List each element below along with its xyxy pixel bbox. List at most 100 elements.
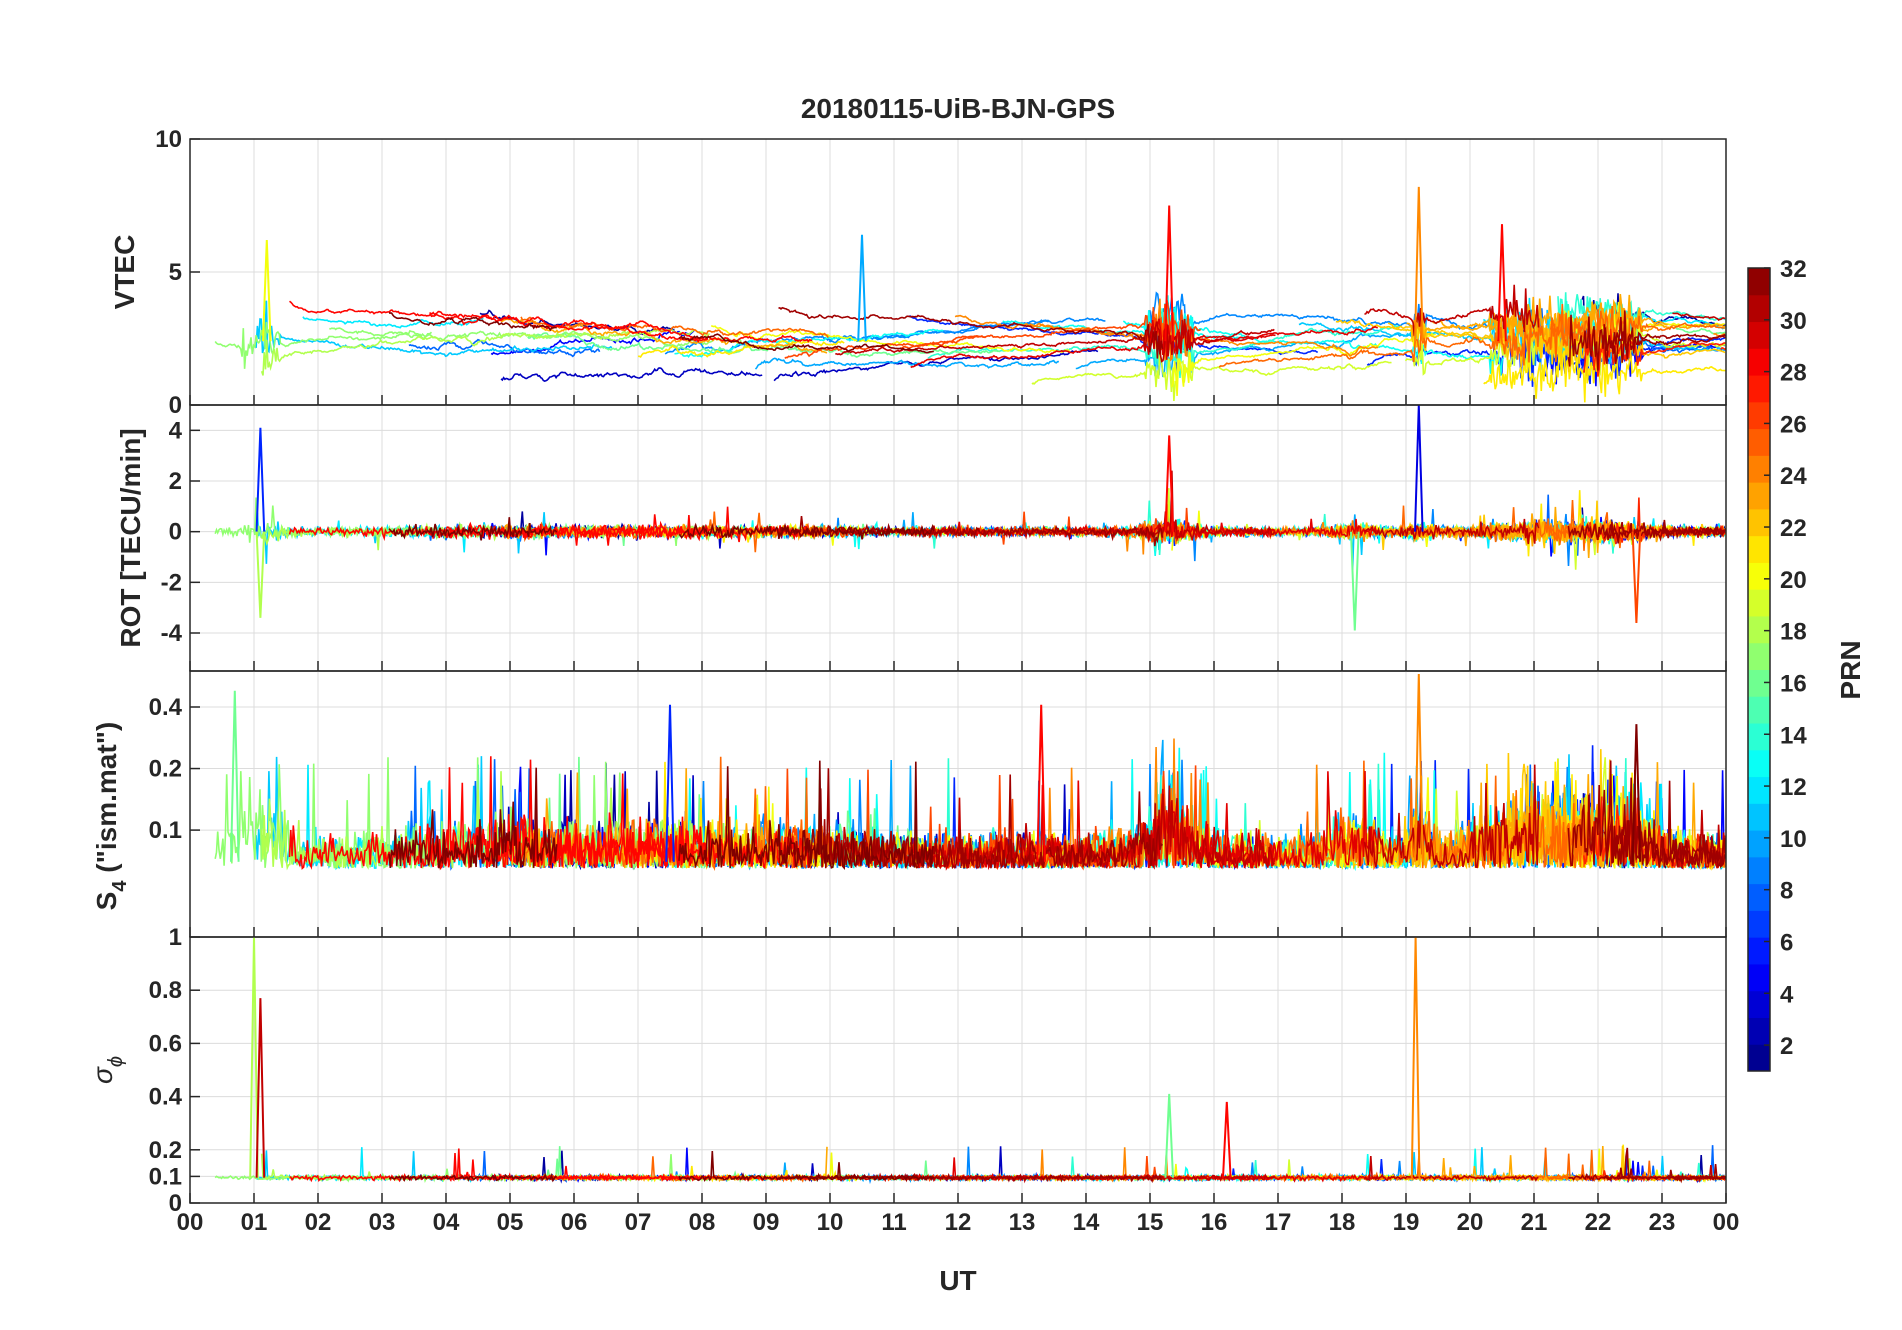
series-line-prn-31 <box>1567 310 1726 371</box>
panel-sigma-phi-frame <box>189 936 1727 1204</box>
x-tick-label: 18 <box>1329 1209 1356 1236</box>
series-line-prn-23 <box>500 318 828 354</box>
x-tick-label: 17 <box>1265 1209 1292 1236</box>
colorbar-cell <box>1748 883 1770 911</box>
series-line-prn-25 <box>520 316 829 339</box>
colorbar-cell <box>1748 669 1770 697</box>
series-line-prn-31 <box>777 516 1164 547</box>
colorbar-tick-label: 8 <box>1780 878 1793 905</box>
rot-ytick-label: 2 <box>169 468 182 495</box>
colorbar-tick-label: 4 <box>1780 981 1794 1008</box>
series-line-prn-20 <box>710 324 1071 354</box>
panel-rot: -4 -2 0 2 4 ROT [TECU/min] <box>115 404 1727 672</box>
panel-rot-ylabel: ROT [TECU/min] <box>115 428 146 647</box>
colorbar-cell <box>1748 856 1770 885</box>
peak-mark-prn-6 <box>665 704 675 862</box>
x-axis-ticks: 00 01 02 03 04 05 06 07 08 09 10 11 12 13 14 15 16 17 18 19… <box>177 1209 1740 1236</box>
x-tick-label: 11 <box>881 1209 906 1236</box>
peak-mark-prn-6 <box>255 427 266 532</box>
x-tick-label: 12 <box>945 1209 972 1236</box>
x-axis-label: UT <box>939 1265 976 1296</box>
colorbar-cell <box>1748 1044 1770 1072</box>
series-line-prn-31 <box>778 306 1164 359</box>
x-tick-label: 04 <box>433 1209 460 1236</box>
series-line-prn-25 <box>1549 306 1725 363</box>
colorbar-label: PRN <box>1835 640 1866 699</box>
x-tick-label: 20 <box>1457 1209 1484 1236</box>
peak-mark-prn-16 <box>1164 1093 1174 1178</box>
colorbar-cell <box>1748 401 1770 430</box>
peak-mark-prn-24 <box>1414 673 1424 862</box>
colorbar-tick-label: 18 <box>1780 619 1807 646</box>
panel-s4: 0.1 0.2 0.4 S4 ("ism.mat") <box>91 670 1727 938</box>
series-line-prn-29 <box>1196 518 1379 539</box>
peak-mark-prn-4 <box>1414 405 1424 532</box>
colorbar-tick-label: 30 <box>1780 308 1807 335</box>
x-tick-label: 10 <box>817 1209 844 1236</box>
colorbar-tick-label: 26 <box>1780 411 1807 438</box>
series-line-prn-32 <box>678 760 935 870</box>
series-line-prn-3 <box>500 367 763 382</box>
x-tick-label: 23 <box>1649 1209 1676 1236</box>
panel-rot-yticks: -4 -2 0 2 4 <box>161 417 200 647</box>
colorbar-tick-label: 12 <box>1780 774 1807 801</box>
peak-mark-prn-30 <box>255 998 266 1178</box>
sigma-phi-ytick-label: 0.2 <box>149 1137 182 1164</box>
peak-mark-prn-16 <box>1350 531 1360 631</box>
series-line-prn-22 <box>1335 313 1726 376</box>
colorbar-tick-label: 2 <box>1780 1033 1793 1060</box>
peak-mark-prn-18 <box>249 937 259 1178</box>
series-line-prn-32 <box>388 517 558 541</box>
peak-mark-prn-28 <box>1497 224 1507 342</box>
series-line-prn-21 <box>1483 348 1726 403</box>
colorbar-cell <box>1748 562 1770 590</box>
peak-mark-prn-32 <box>1631 724 1642 862</box>
colorbar-cell <box>1748 830 1770 858</box>
panel-sigma-phi-ylabel: σϕ <box>87 1056 127 1084</box>
peak-mark-prn-28 <box>1164 205 1174 342</box>
peak-mark-prn-28 <box>1164 435 1174 532</box>
panel-vtec-ylabel: VTEC <box>109 235 140 310</box>
colorbar-cell <box>1748 428 1770 456</box>
series-line-prn-28 <box>289 300 709 342</box>
series-line-prn-10 <box>754 357 1059 370</box>
peak-mark-prn-26 <box>1631 531 1642 623</box>
series-line-prn-32 <box>388 312 557 332</box>
colorbar-cell <box>1748 990 1770 1018</box>
peak-mark-prn-24 <box>1414 186 1424 342</box>
colorbar-cell <box>1748 348 1770 376</box>
colorbar-cell <box>1748 535 1770 563</box>
panel-rot-series <box>214 405 1726 631</box>
s4-ytick-label: 0.2 <box>149 756 182 783</box>
series-line-prn-30 <box>1364 284 1540 336</box>
s4-ytick-label: 0.1 <box>149 817 182 844</box>
series-line-prn-32 <box>678 522 935 540</box>
x-tick-label: 13 <box>1009 1209 1036 1236</box>
peak-mark-prn-20 <box>262 240 272 342</box>
series-line-prn-30 <box>835 318 1275 363</box>
colorbar-cell <box>1748 723 1770 751</box>
series-line-prn-31 <box>1567 760 1726 870</box>
x-tick-label: 02 <box>305 1209 332 1236</box>
series-line-prn-23 <box>1406 294 1668 348</box>
panel-sigma-phi: 00.10.2 0.4 0.6 0.8 1 σϕ <box>87 924 1727 1217</box>
colorbar-cell <box>1748 508 1770 537</box>
colorbar-tick-label: 20 <box>1780 567 1807 594</box>
colorbar-cell <box>1748 642 1770 670</box>
x-tick-label: 19 <box>1393 1209 1420 1236</box>
series-line-prn-30 <box>1672 312 1726 321</box>
x-tick-label: 05 <box>497 1209 524 1236</box>
colorbar-cell <box>1748 321 1770 349</box>
colorbar-tick-label: 14 <box>1780 722 1807 749</box>
sigma-phi-ytick-label: 0.4 <box>149 1084 183 1111</box>
series-line-prn-30 <box>1363 1156 1539 1182</box>
x-tick-label: 01 <box>241 1209 268 1236</box>
colorbar-tick-label: 22 <box>1780 515 1807 542</box>
series-line-prn-25 <box>1218 303 1592 368</box>
x-tick-label: 09 <box>753 1209 780 1236</box>
series-line-prn-21 <box>638 339 845 358</box>
peak-mark-prn-24 <box>1410 937 1421 1178</box>
